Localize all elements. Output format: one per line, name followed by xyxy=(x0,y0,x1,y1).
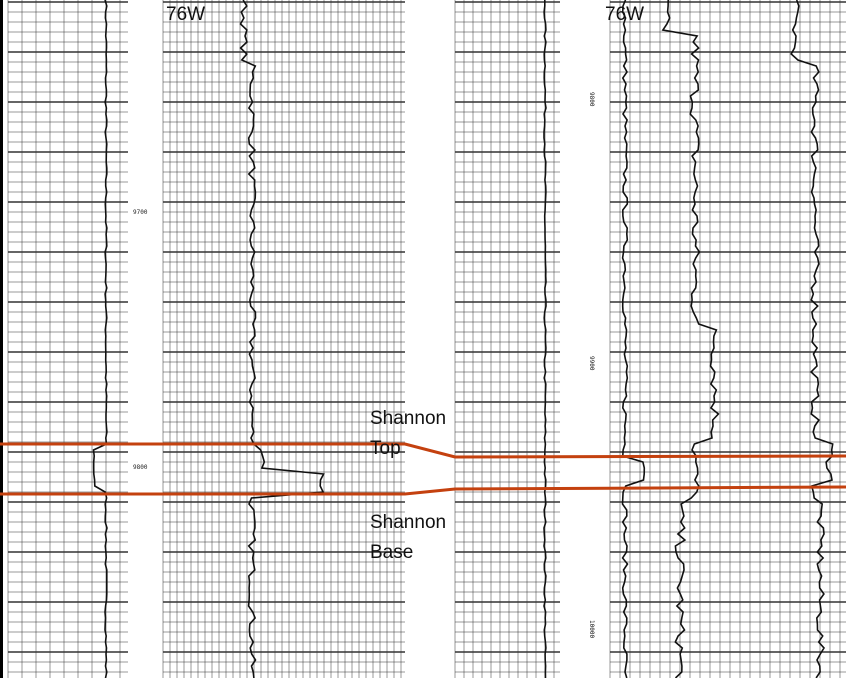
log-curve xyxy=(543,0,547,678)
depth-label: 9800 xyxy=(133,464,148,471)
log-grids xyxy=(7,0,846,678)
depth-label: 9900 xyxy=(588,356,595,371)
marker-label: Shannon Top xyxy=(370,408,447,459)
log-curve xyxy=(790,0,834,678)
depth-label: 9800 xyxy=(588,92,595,107)
shannon-base-line xyxy=(0,485,846,496)
log-curves xyxy=(92,0,834,678)
log-curve xyxy=(239,0,325,678)
well-label: 76W xyxy=(605,4,645,25)
log-curve xyxy=(92,0,108,678)
log-curve xyxy=(661,0,720,678)
depth-label: 9700 xyxy=(133,209,148,216)
depth-label: 10000 xyxy=(588,620,595,638)
log-curve xyxy=(621,0,646,678)
marker-label: Shannon Base xyxy=(370,512,447,563)
frame-edge xyxy=(0,0,3,678)
shannon-top-line xyxy=(0,442,846,459)
well-label: 76W xyxy=(166,4,206,25)
